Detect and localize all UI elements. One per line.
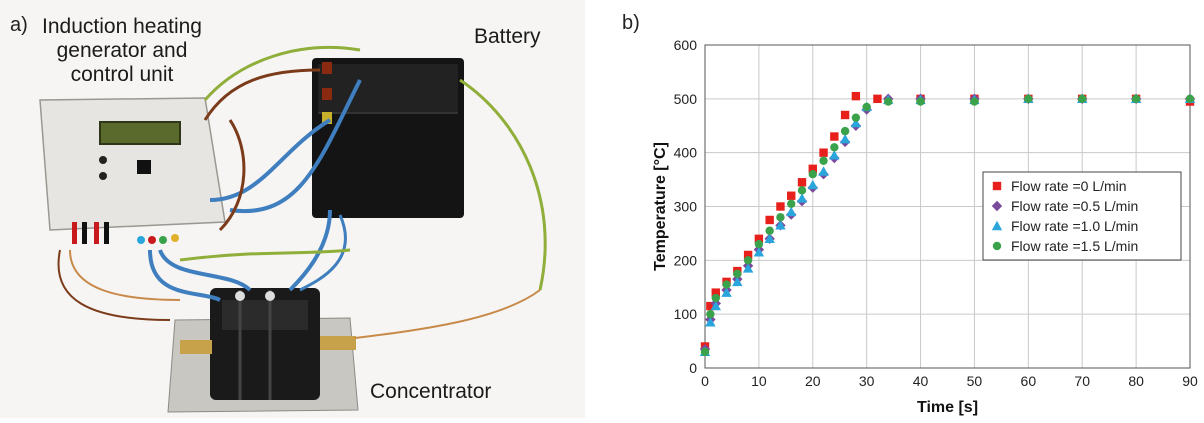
concentrator-label: Concentrator bbox=[370, 380, 492, 403]
legend-marker bbox=[992, 181, 1002, 191]
y-axis-label: Temperature [°C] bbox=[652, 142, 669, 271]
data-point bbox=[830, 143, 839, 152]
x-tick-label: 40 bbox=[913, 373, 929, 389]
data-point bbox=[840, 110, 850, 120]
panel-b-label: b) bbox=[622, 12, 640, 34]
data-point bbox=[706, 309, 715, 319]
y-tick-label: 0 bbox=[689, 360, 697, 376]
data-point bbox=[711, 293, 720, 303]
data-point bbox=[851, 91, 861, 101]
data-point bbox=[829, 150, 840, 160]
data-point bbox=[884, 97, 893, 106]
legend-marker bbox=[991, 200, 1003, 212]
data-point bbox=[862, 102, 871, 112]
y-tick-label: 200 bbox=[674, 252, 698, 268]
chart-panel: b) 0 10 20 30 40 50 60 70 80 90 0 100 200 300 400 500 6… bbox=[585, 0, 1204, 418]
data-point bbox=[819, 148, 828, 157]
data-point bbox=[850, 117, 862, 128]
data-point bbox=[797, 186, 807, 195]
x-tick-label: 60 bbox=[1021, 373, 1037, 389]
apparatus-photo bbox=[0, 0, 585, 418]
chart-legend: Flow rate =0 L/min Flow rate =0.5 L/min Fl… bbox=[982, 171, 1182, 261]
data-point bbox=[765, 215, 774, 225]
legend-marker bbox=[992, 241, 1002, 251]
y-tick-labels: 0 100 200 300 400 500 600 bbox=[674, 37, 698, 376]
data-point bbox=[721, 287, 732, 297]
data-point bbox=[754, 239, 764, 249]
data-point bbox=[808, 170, 817, 179]
data-point bbox=[706, 301, 715, 311]
x-tick-label: 30 bbox=[859, 373, 875, 389]
x-axis-label: Time [s] bbox=[917, 399, 978, 416]
data-point bbox=[742, 263, 754, 273]
data-point bbox=[840, 126, 850, 136]
data-point bbox=[839, 134, 851, 144]
data-point bbox=[830, 132, 839, 141]
legend-label: Flow rate =0 L/min bbox=[1011, 178, 1127, 194]
x-tick-label: 80 bbox=[1128, 373, 1144, 389]
data-point bbox=[916, 97, 925, 106]
data-point bbox=[776, 213, 785, 222]
y-tick-label: 500 bbox=[674, 91, 698, 107]
data-point bbox=[1131, 94, 1141, 104]
data-point bbox=[796, 193, 808, 203]
generator-label-line-1: Induction heating bbox=[42, 15, 202, 38]
data-point bbox=[807, 179, 818, 190]
generator-label: Induction heating generator and control … bbox=[32, 15, 212, 87]
data-point bbox=[808, 164, 817, 174]
data-point bbox=[733, 269, 742, 278]
data-point bbox=[797, 178, 807, 187]
x-tick-label: 0 bbox=[701, 373, 709, 389]
temperature-chart: 0 10 20 30 40 50 60 70 80 90 0100200300400500600 … bbox=[652, 37, 1198, 416]
data-point bbox=[776, 202, 785, 211]
legend-label: Flow rate =0.5 L/min bbox=[1011, 198, 1138, 214]
x-tick-label: 90 bbox=[1182, 373, 1198, 389]
data-point bbox=[722, 280, 731, 289]
data-point bbox=[775, 220, 786, 230]
panel-a-label: a) bbox=[10, 14, 28, 36]
data-point bbox=[873, 94, 882, 104]
legend-marker bbox=[991, 220, 1003, 231]
photo-panel: a) Induction heating generator and contr… bbox=[0, 0, 585, 418]
y-tick-label: 600 bbox=[674, 37, 698, 53]
legend-label: Flow rate =1.0 L/min bbox=[1011, 218, 1138, 234]
data-point bbox=[710, 300, 721, 311]
data-point bbox=[754, 234, 764, 243]
data-point bbox=[753, 247, 765, 257]
data-point bbox=[765, 226, 774, 235]
y-tick-label: 100 bbox=[674, 306, 698, 322]
data-point bbox=[818, 166, 829, 176]
x-tick-label: 50 bbox=[967, 373, 983, 389]
plot-frame bbox=[704, 44, 1191, 369]
series-layer bbox=[699, 91, 1196, 357]
data-point bbox=[732, 276, 743, 287]
x-tick-label: 10 bbox=[751, 373, 767, 389]
series-3 bbox=[700, 94, 1195, 357]
data-point bbox=[787, 191, 796, 200]
data-point bbox=[700, 347, 710, 357]
y-tick-label: 300 bbox=[674, 199, 698, 215]
data-point bbox=[970, 97, 979, 106]
data-point bbox=[743, 250, 753, 260]
data-point bbox=[1185, 94, 1195, 104]
battery-label: Battery bbox=[474, 25, 541, 48]
legend-label: Flow rate =1.5 L/min bbox=[1011, 238, 1138, 254]
data-point bbox=[1078, 94, 1087, 104]
data-point bbox=[819, 156, 828, 165]
data-point bbox=[1024, 94, 1033, 104]
x-tick-labels: 0 10 20 30 40 50 60 70 80 90 bbox=[701, 373, 1198, 389]
generator-label-line-3: control unit bbox=[70, 63, 174, 86]
data-point bbox=[711, 288, 720, 297]
data-point bbox=[705, 317, 716, 327]
data-point bbox=[787, 199, 796, 209]
data-point bbox=[786, 206, 797, 217]
x-tick-label: 20 bbox=[805, 373, 821, 389]
y-tick-label: 400 bbox=[674, 145, 698, 161]
data-point bbox=[764, 233, 775, 243]
generator-label-line-2: generator and bbox=[56, 39, 188, 62]
legend-box bbox=[982, 171, 1182, 261]
data-point bbox=[851, 113, 861, 122]
data-point bbox=[743, 256, 753, 265]
x-tick-label: 70 bbox=[1074, 373, 1090, 389]
